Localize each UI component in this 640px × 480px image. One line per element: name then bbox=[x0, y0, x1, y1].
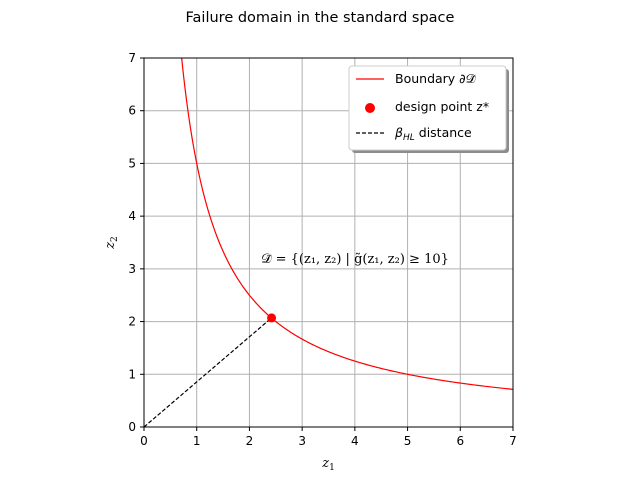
legend-beta-label: βHL distance bbox=[394, 125, 472, 143]
x-tick-label: 5 bbox=[404, 434, 412, 448]
y-tick-label: 1 bbox=[128, 367, 136, 381]
domain-annotation: 𝒟̃ = {(z₁, z₂) | g̃(z₁, z₂) ≥ 10} bbox=[261, 252, 449, 267]
legend-box bbox=[348, 65, 507, 151]
y-tick-label: 2 bbox=[128, 315, 136, 329]
chart-title: Failure domain in the standard space bbox=[186, 10, 455, 26]
x-tick-label: 7 bbox=[509, 434, 517, 448]
axis-ticks: 0 1 2 3 4 5 6 7 0 1 2 3 4 5 6 7 bbox=[128, 51, 516, 448]
legend-design-point-label: design point z* bbox=[395, 99, 489, 114]
beta-hl-distance-line bbox=[143, 317, 272, 428]
plot-frame bbox=[143, 57, 514, 428]
y-tick-label: 5 bbox=[128, 156, 136, 170]
y-axis-label: z2 bbox=[103, 236, 120, 250]
plot-marks bbox=[143, 57, 514, 428]
x-tick-label: 6 bbox=[456, 434, 464, 448]
y-tick-label: 6 bbox=[128, 104, 136, 118]
boundary-curve bbox=[181, 57, 514, 390]
x-tick-label: 1 bbox=[193, 434, 201, 448]
x-tick-label: 2 bbox=[246, 434, 254, 448]
x-tick-label: 3 bbox=[298, 434, 306, 448]
x-tick-label: 0 bbox=[140, 434, 148, 448]
legend-boundary-label: Boundary ∂𝒟̃ bbox=[395, 71, 477, 86]
y-tick-label: 0 bbox=[128, 420, 136, 434]
y-tick-label: 7 bbox=[128, 51, 136, 65]
x-axis-label: z1 bbox=[321, 456, 335, 473]
legend: Boundary ∂𝒟̃ design point z* βHL distanc… bbox=[348, 65, 509, 153]
legend-design-point-swatch bbox=[365, 103, 375, 113]
design-point bbox=[267, 313, 277, 323]
x-tick-label: 4 bbox=[351, 434, 359, 448]
y-tick-label: 3 bbox=[128, 262, 136, 276]
y-tick-label: 4 bbox=[128, 209, 136, 223]
